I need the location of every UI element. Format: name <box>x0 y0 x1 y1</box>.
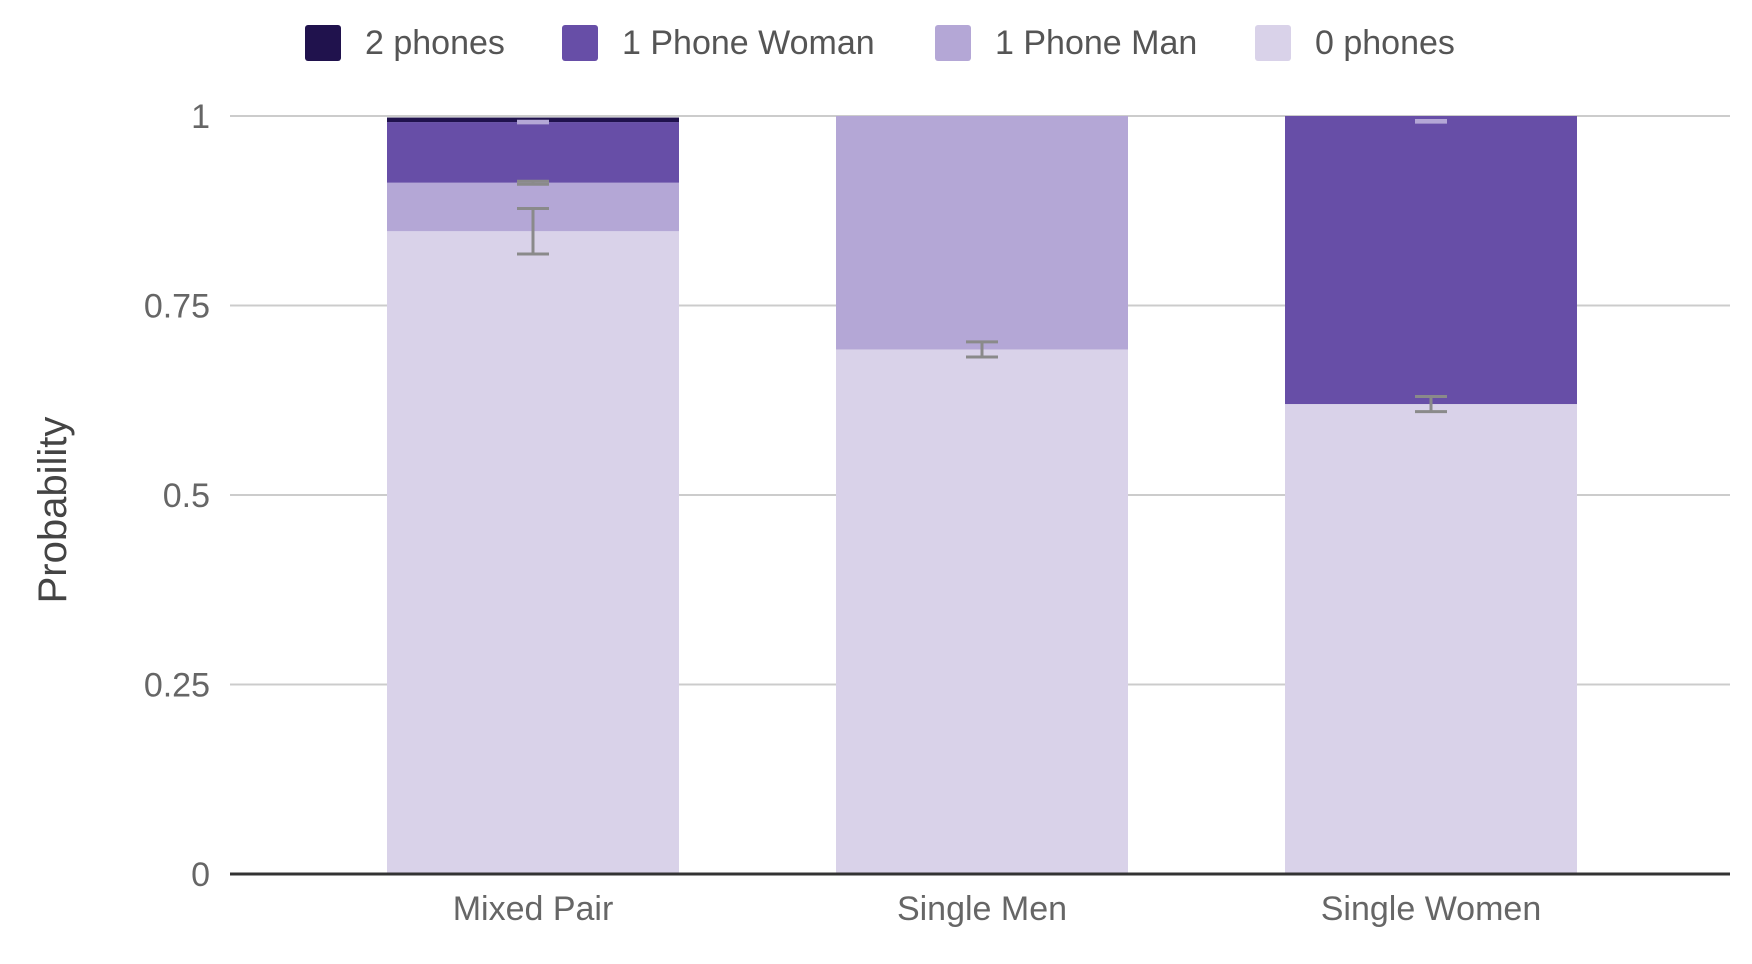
bar-segment-0-phones <box>836 349 1128 874</box>
x-tick-label: Single Women <box>1321 890 1542 928</box>
bar-segment-2-phones <box>387 117 679 123</box>
legend-swatch <box>562 25 598 61</box>
bar-segment-1-phone-woman <box>1285 116 1577 405</box>
y-tick-label: 0.75 <box>144 288 210 326</box>
bars <box>387 116 1577 874</box>
bar-segment-0-phones <box>387 231 679 874</box>
legend-swatch <box>305 25 341 61</box>
x-tick-label: Mixed Pair <box>453 890 614 928</box>
legend: 2 phones 1 Phone Woman 1 Phone Man 0 phones <box>305 24 1455 62</box>
legend-swatch <box>935 25 971 61</box>
bar-segment-0-phones <box>1285 404 1577 874</box>
legend-label: 0 phones <box>1315 24 1455 62</box>
error-bars <box>517 116 1447 414</box>
axes: 0 0.25 0.5 0.75 1 Mixed Pair Single Men Single … <box>144 98 1730 928</box>
legend-label: 1 Phone Man <box>995 24 1197 62</box>
y-tick-label: 1 <box>191 98 210 136</box>
x-tick-label: Single Men <box>897 890 1067 928</box>
y-tick-label: 0.25 <box>144 667 210 705</box>
y-axis-title: Probability <box>31 417 75 604</box>
y-tick-label: 0.5 <box>163 477 210 515</box>
bar-segment-1-phone-man <box>836 116 1128 350</box>
legend-swatch <box>1255 25 1291 61</box>
legend-label: 1 Phone Woman <box>622 24 875 62</box>
y-tick-label: 0 <box>191 856 210 894</box>
bar-segment-1-phone-woman <box>387 122 679 183</box>
legend-label: 2 phones <box>365 24 505 62</box>
